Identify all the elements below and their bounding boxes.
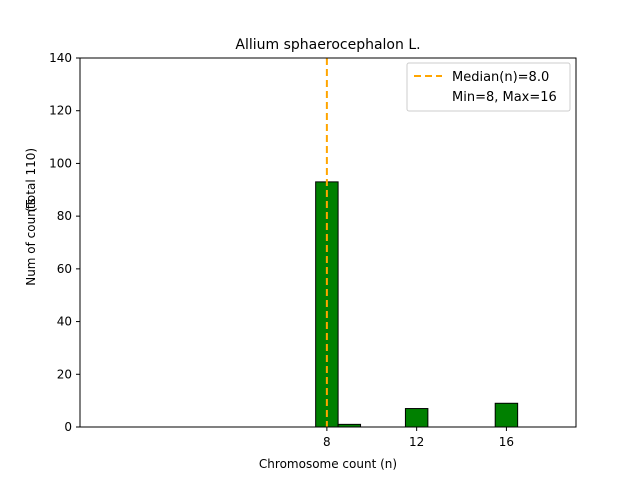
- y-axis-label: Num of counts: [24, 198, 38, 286]
- bars-group: [315, 181, 519, 428]
- chart-title: Allium sphaerocephalon L.: [235, 37, 420, 53]
- x-tick-label-12: 12: [409, 435, 424, 449]
- y-tick-label-40: 40: [57, 315, 72, 329]
- y-axis-total-label: (Total 110): [24, 148, 38, 212]
- y-tick-label-100: 100: [49, 156, 72, 170]
- y-axis: 0 20 40 60 80 100 120 140: [49, 51, 80, 434]
- legend: Median(n)=8.0 Min=8, Max=16: [406, 62, 571, 112]
- legend-median-label: Median(n)=8.0: [452, 70, 549, 85]
- y-tick-label-60: 60: [57, 262, 72, 276]
- plot-frame: [79, 57, 577, 428]
- y-tick-label-140: 140: [49, 51, 72, 65]
- legend-minmax-label: Min=8, Max=16: [452, 90, 557, 105]
- y-tick-label-80: 80: [57, 209, 72, 223]
- legend-box: [406, 62, 571, 112]
- bar-16: [494, 402, 519, 428]
- x-axis: 8 12 16: [323, 427, 514, 449]
- y-tick-label-120: 120: [49, 104, 72, 118]
- y-tick-label-20: 20: [57, 367, 72, 381]
- x-axis-label: Chromosome count (n): [259, 457, 397, 471]
- y-tick-label-0: 0: [64, 420, 72, 434]
- x-tick-label-8: 8: [323, 435, 331, 449]
- x-tick-label-16: 16: [499, 435, 514, 449]
- bar-12: [404, 408, 429, 428]
